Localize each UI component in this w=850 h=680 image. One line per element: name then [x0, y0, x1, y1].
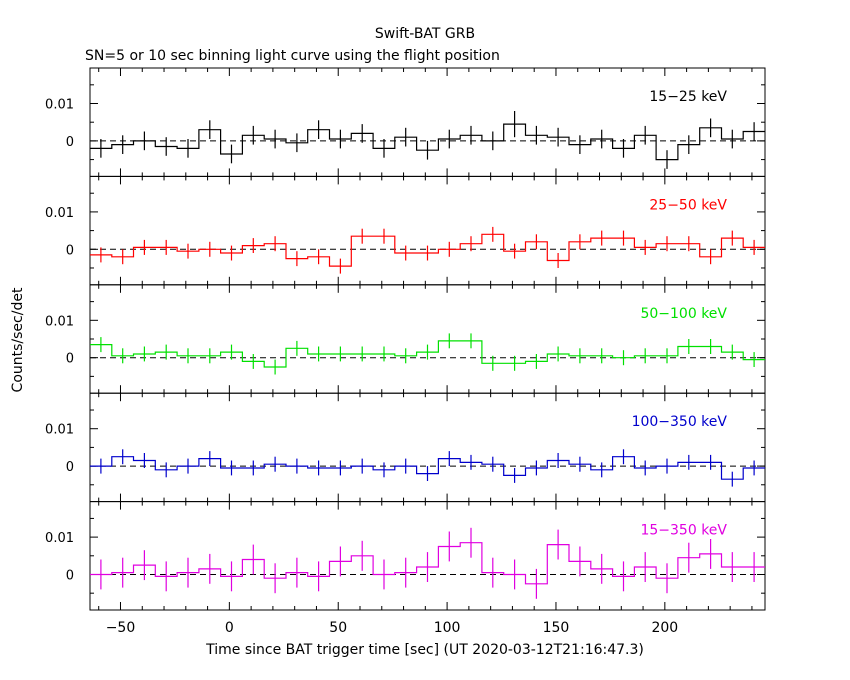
y-tick-label: 0.01: [45, 206, 74, 221]
y-tick-label: 0: [66, 243, 74, 258]
panel-4: 0 0.01 100−350 keV: [45, 392, 766, 503]
chart-subtitle: SN=5 or 10 sec binning light curve using…: [85, 48, 500, 64]
y-tick-label: 0.01: [45, 98, 74, 113]
y-tick-label: 0.01: [45, 314, 74, 329]
panel-frame: [89, 284, 766, 394]
x-tick-label: 50: [329, 620, 347, 636]
series-step-line: [90, 233, 765, 267]
x-tick-label: 200: [651, 620, 678, 636]
energy-band-label: 15−25 keV: [649, 89, 727, 105]
series-step-line: [90, 456, 765, 480]
panel-2: 0 0.01 25−50 keV: [45, 175, 766, 286]
series-step-line: [90, 542, 765, 585]
y-axis-label: Counts/sec/det: [10, 287, 26, 392]
x-axis-label: Time since BAT trigger time [sec] (UT 20…: [205, 642, 644, 658]
series-step-line: [90, 340, 765, 368]
y-tick-label: 0: [66, 568, 74, 583]
x-tick-label: 0: [225, 620, 234, 636]
energy-band-label: 15−350 keV: [640, 523, 727, 539]
energy-band-label: 50−100 keV: [640, 306, 727, 322]
y-tick-label: 0: [66, 352, 74, 367]
panel-5: 0 0.01 15−350 keV: [45, 501, 766, 611]
y-tick-label: 0: [66, 460, 74, 475]
chart-title: Swift-BAT GRB: [375, 26, 475, 42]
x-axis: −50 0 50 100 150 200: [106, 620, 678, 636]
panel-frame: [89, 392, 766, 503]
panel-stack: 0 0.01 15−25 keV 0 0.01 25−50 keV 0 0.01 50−100 …: [45, 67, 766, 611]
y-tick-label: 0.01: [45, 423, 74, 438]
panel-frame: [89, 175, 766, 286]
panel-3: 0 0.01 50−100 keV: [45, 284, 766, 394]
energy-band-label: 100−350 keV: [632, 414, 728, 430]
energy-band-label: 25−50 keV: [649, 197, 727, 213]
x-tick-label: 150: [543, 620, 570, 636]
x-tick-label: 100: [434, 620, 461, 636]
panel-1: 0 0.01 15−25 keV: [45, 67, 766, 177]
y-tick-label: 0: [66, 135, 74, 150]
x-tick-label: −50: [106, 620, 136, 636]
y-tick-label: 0.01: [45, 531, 74, 546]
